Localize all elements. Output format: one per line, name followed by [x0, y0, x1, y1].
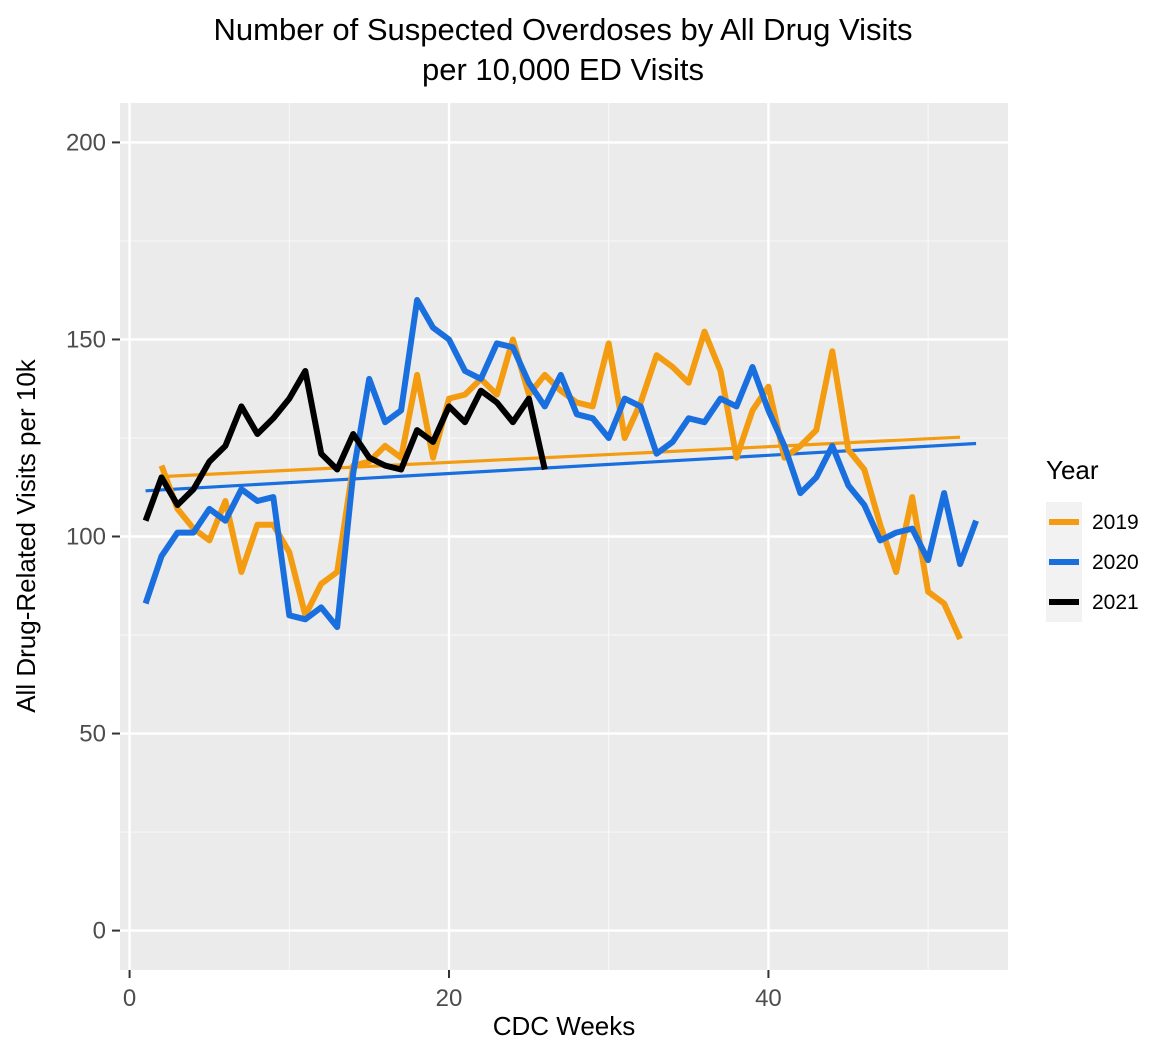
x-axis-title: CDC Weeks	[493, 1011, 636, 1041]
legend-title: Year	[1046, 455, 1099, 485]
chart-title: Number of Suspected Overdoses by All Dru…	[214, 12, 913, 47]
series-line-2019	[158, 328, 963, 641]
x-tick-label: 0	[123, 985, 136, 1012]
legend-label-2020: 2020	[1092, 551, 1139, 574]
y-axis-title: All Drug-Related Visits per 10k	[11, 358, 41, 713]
chart-subtitle: per 10,000 ED Visits	[422, 52, 704, 87]
grid-major	[120, 103, 1008, 970]
axis-ticks	[112, 141, 770, 978]
legend-label-2021: 2021	[1092, 591, 1139, 614]
y-tick-label: 100	[66, 524, 106, 551]
y-tick-label: 50	[79, 721, 106, 748]
legend-items: 2019 2020 2021	[1046, 502, 1139, 622]
series-line-2020	[142, 297, 979, 631]
trend-line-2019	[161, 435, 961, 479]
series-layer	[142, 297, 979, 641]
x-tick-label: 20	[436, 985, 463, 1012]
series-line-2021	[142, 368, 548, 522]
y-tick-label: 200	[66, 129, 106, 156]
x-tick-label: 40	[755, 985, 782, 1012]
tick-labels: 0 20 40 0 50 100 150 200	[66, 129, 782, 1012]
y-tick-label: 0	[93, 918, 106, 945]
legend: Year 2019 2020 2021	[1046, 455, 1139, 622]
y-tick-label: 150	[66, 326, 106, 353]
legend-label-2019: 2019	[1092, 511, 1139, 534]
